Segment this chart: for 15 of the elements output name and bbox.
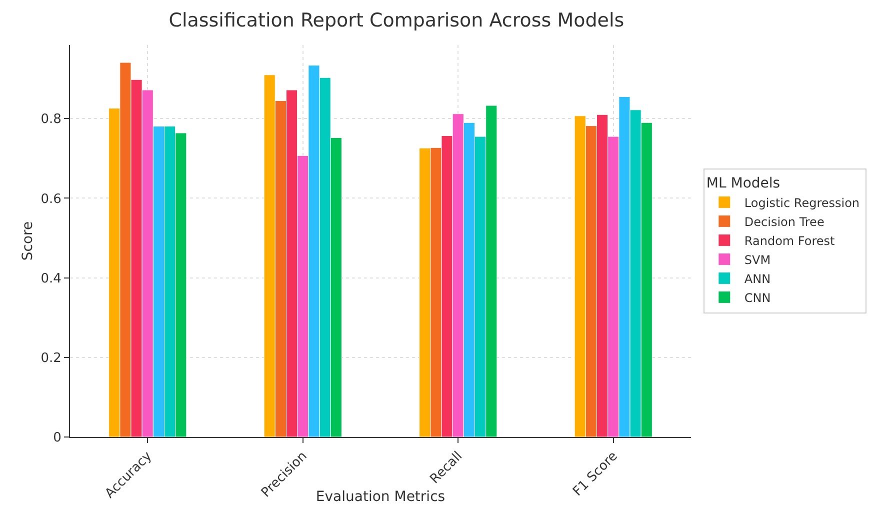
- y-tick-label: 0: [53, 430, 62, 446]
- x-axis-title: Evaluation Metrics: [316, 488, 446, 505]
- y-tick-label: 0.4: [40, 271, 62, 286]
- legend-label: Decision Tree: [744, 214, 824, 229]
- legend-label: Logistic Regression: [744, 196, 860, 210]
- y-tick-label: 0.2: [40, 350, 62, 366]
- y-tick-label: 0.8: [40, 112, 62, 128]
- legend-label: SVM: [744, 252, 771, 267]
- y-axis-title: Score: [20, 221, 36, 261]
- legend-label: Random Forest: [744, 234, 836, 248]
- legend-label: CNN: [744, 290, 771, 305]
- legend-label: ANN: [744, 272, 771, 286]
- legend-title: ML Models: [706, 176, 780, 192]
- chart-title: Classification Report Comparison Across Models: [168, 10, 624, 32]
- y-tick-label: 0.6: [40, 192, 62, 207]
